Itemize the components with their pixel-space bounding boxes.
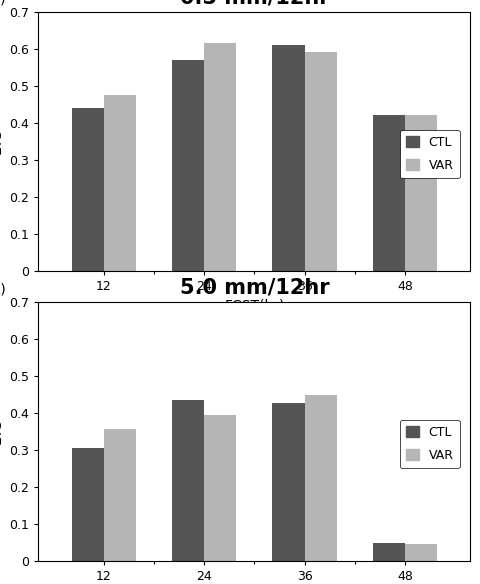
Y-axis label: ETS: ETS — [0, 128, 4, 154]
Bar — [72, 108, 104, 270]
Legend: CTL, VAR: CTL, VAR — [400, 130, 460, 178]
Bar — [273, 404, 305, 561]
Title: 0.5 mm/12hr: 0.5 mm/12hr — [180, 0, 329, 8]
Text: (b): (b) — [0, 283, 6, 297]
Bar — [305, 53, 337, 270]
X-axis label: FCST(hr): FCST(hr) — [224, 298, 285, 312]
Bar — [204, 43, 236, 270]
Bar — [405, 115, 437, 270]
Legend: CTL, VAR: CTL, VAR — [400, 420, 460, 468]
Title: 5.0 mm/12hr: 5.0 mm/12hr — [180, 277, 329, 297]
Bar — [172, 399, 204, 561]
Bar — [305, 395, 337, 561]
Text: (a): (a) — [0, 0, 6, 6]
Bar — [104, 429, 136, 561]
Bar — [72, 448, 104, 561]
Bar — [104, 95, 136, 270]
Bar — [204, 415, 236, 561]
Bar — [273, 45, 305, 270]
Bar — [373, 543, 405, 561]
Bar — [405, 544, 437, 561]
Y-axis label: ETS: ETS — [0, 418, 4, 444]
Bar — [373, 115, 405, 270]
Bar — [172, 60, 204, 270]
